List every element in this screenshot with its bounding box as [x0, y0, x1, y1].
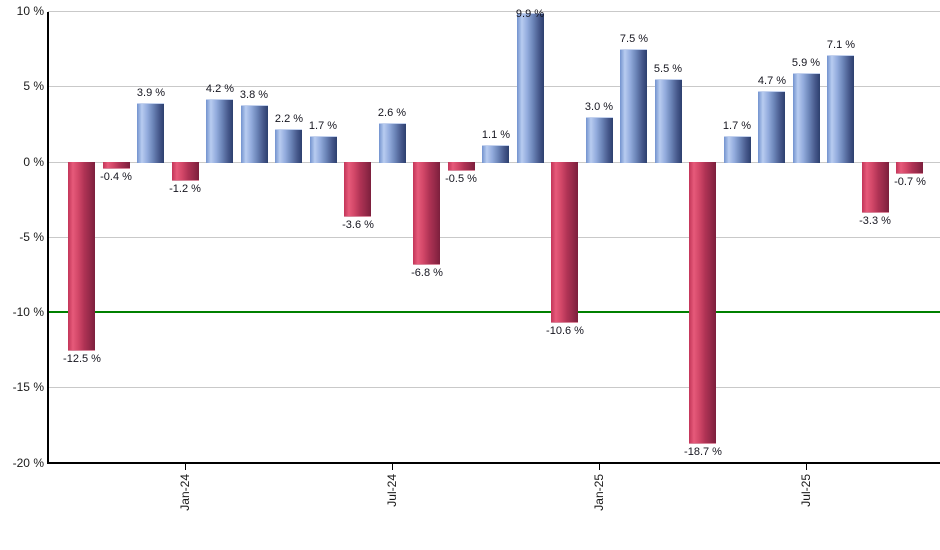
bar-value-label: 9.9 % [515, 8, 545, 20]
bar-negative [689, 162, 716, 444]
bar-positive [310, 136, 337, 163]
bar-value-label: 5.9 % [791, 57, 821, 69]
bar-positive [620, 49, 647, 163]
y-axis [47, 12, 49, 464]
bar-positive [137, 103, 164, 163]
y-axis-tick-label: 0 % [23, 155, 44, 169]
x-axis-tick [599, 464, 600, 470]
x-axis-tick-label: Jan-24 [178, 474, 192, 511]
bar-negative [448, 162, 475, 171]
x-axis [47, 462, 940, 464]
bar-positive [827, 55, 854, 163]
bar-positive [517, 13, 544, 163]
bar-value-label: -10.6 % [546, 325, 584, 337]
y-axis-tick-label: -5 % [19, 230, 44, 244]
y-axis-tick-label: 5 % [23, 79, 44, 93]
bar-value-label: -0.7 % [894, 176, 926, 188]
bar-negative [551, 162, 578, 323]
bar-value-label: 3.0 % [584, 101, 614, 113]
bar-negative [172, 162, 199, 181]
y-gridline [48, 237, 940, 238]
x-axis-tick [806, 464, 807, 470]
bar-negative [896, 162, 923, 174]
reference-line [48, 311, 940, 313]
bar-negative [344, 162, 371, 217]
bar-value-label: 1.1 % [481, 129, 511, 141]
bar-value-label: -0.4 % [100, 171, 132, 183]
bar-value-label: -18.7 % [684, 446, 722, 458]
bar-value-label: -0.5 % [445, 173, 477, 185]
bar-value-label: 7.1 % [826, 39, 856, 51]
bar-value-label: 2.2 % [274, 113, 304, 125]
bar-value-label: 2.6 % [377, 107, 407, 119]
bar-negative [103, 162, 130, 169]
bar-positive [379, 123, 406, 163]
y-gridline [48, 86, 940, 87]
y-gridline [48, 11, 940, 12]
bar-value-label: 1.7 % [722, 120, 752, 132]
bar-value-label: 7.5 % [619, 33, 649, 45]
x-axis-tick-label: Jan-25 [592, 474, 606, 511]
bar-value-label: 5.5 % [653, 63, 683, 75]
bar-value-label: 4.2 % [205, 83, 235, 95]
bar-positive [793, 73, 820, 163]
y-axis-tick-label: -10 % [12, 305, 44, 319]
x-axis-tick-label: Jul-25 [799, 474, 813, 507]
y-axis-tick-label: -20 % [12, 456, 44, 470]
bar-value-label: -3.3 % [859, 215, 891, 227]
y-axis-tick-label: -15 % [12, 380, 44, 394]
bar-positive [206, 99, 233, 163]
bar-negative [862, 162, 889, 213]
bar-negative [68, 162, 95, 351]
x-axis-tick [392, 464, 393, 470]
bar-value-label: 1.7 % [308, 120, 338, 132]
bar-positive [275, 129, 302, 163]
bar-positive [482, 145, 509, 163]
bar-value-label: -3.6 % [342, 219, 374, 231]
bar-value-label: -1.2 % [169, 183, 201, 195]
bar-value-label: 4.7 % [757, 75, 787, 87]
bar-value-label: 3.8 % [239, 89, 269, 101]
bar-positive [758, 91, 785, 163]
bar-positive [241, 105, 268, 163]
bar-value-label: -12.5 % [63, 353, 101, 365]
bar-positive [655, 79, 682, 163]
bar-positive [586, 117, 613, 163]
x-axis-tick [185, 464, 186, 470]
bar-negative [413, 162, 440, 265]
x-axis-tick-label: Jul-24 [385, 474, 399, 507]
bar-value-label: 3.9 % [136, 87, 166, 99]
y-gridline [48, 387, 940, 388]
bar-positive [724, 136, 751, 163]
bar-value-label: -6.8 % [411, 267, 443, 279]
y-axis-tick-label: 10 % [16, 4, 44, 18]
